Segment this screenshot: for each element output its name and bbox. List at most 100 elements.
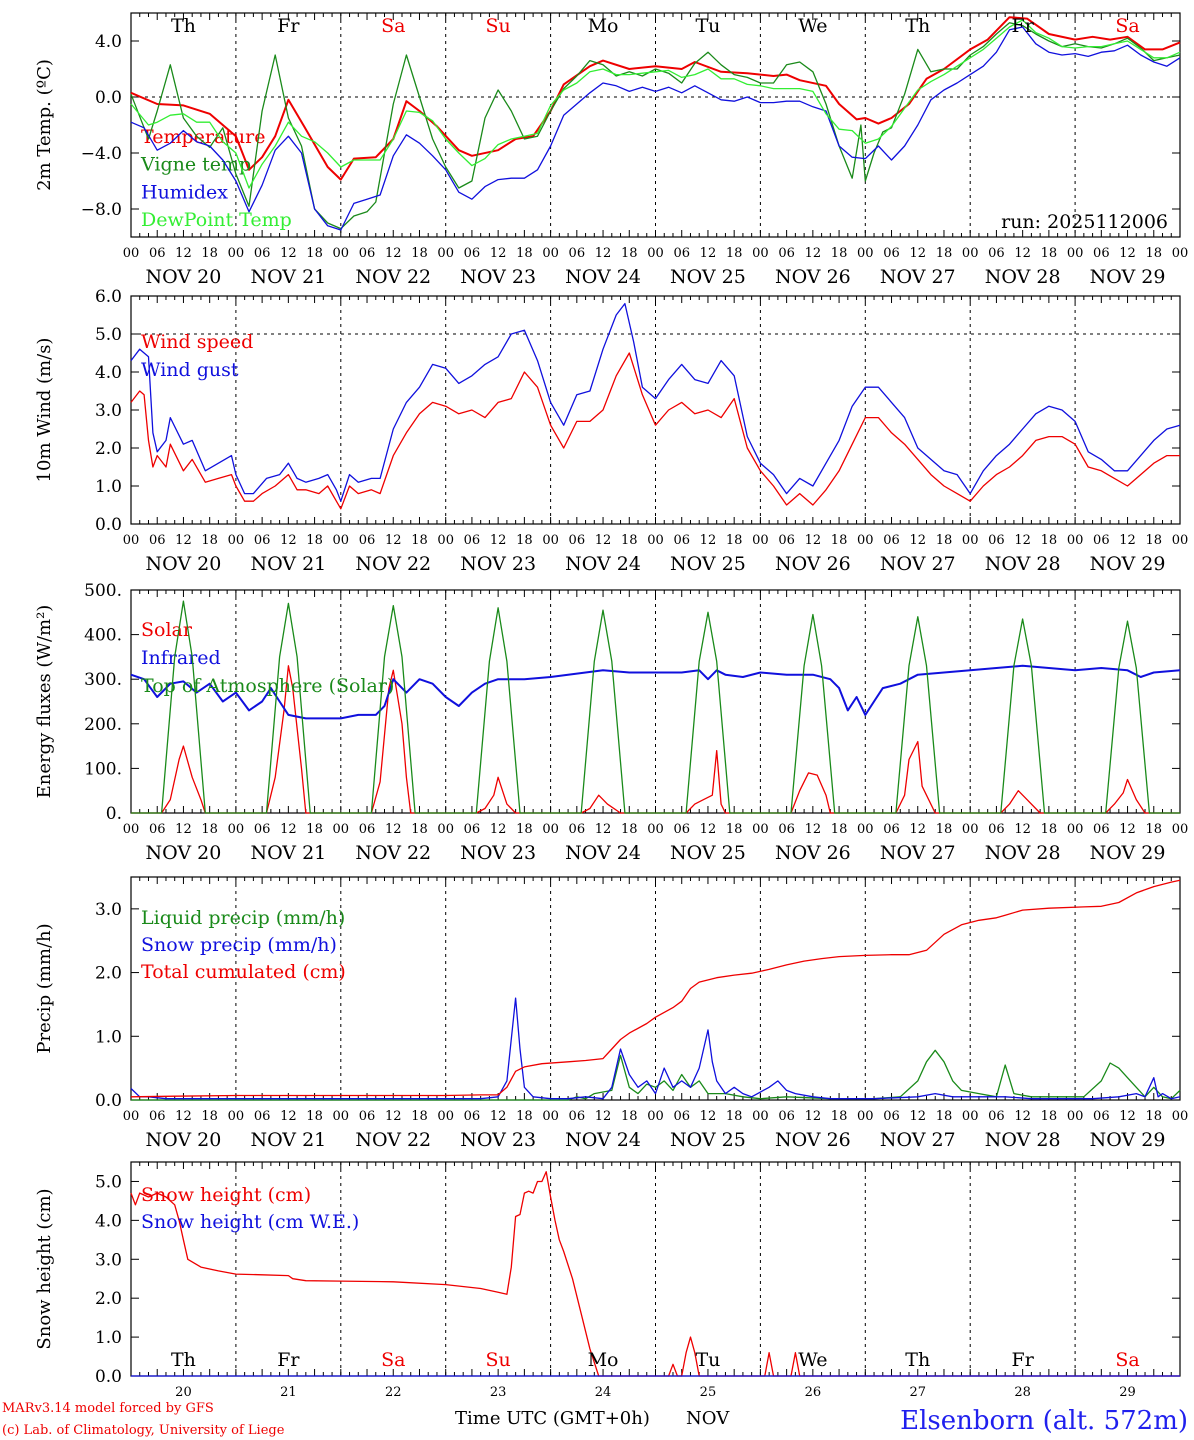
legend-entry: Solar — [141, 619, 193, 641]
hour-tick-label: 12 — [385, 822, 402, 837]
hour-tick-label: 06 — [254, 246, 271, 261]
hour-tick-label: 06 — [673, 246, 690, 261]
hour-tick-label: 06 — [149, 1109, 166, 1124]
hour-tick-label: 00 — [437, 533, 454, 548]
hour-tick-label: 12 — [595, 246, 612, 261]
date-label: NOV 22 — [355, 553, 431, 575]
hour-tick-label: 06 — [149, 822, 166, 837]
hour-tick-label: 06 — [464, 246, 481, 261]
hour-tick-label: 06 — [883, 246, 900, 261]
hour-tick-label: 06 — [149, 246, 166, 261]
hour-tick-label: 06 — [569, 533, 586, 548]
legend-entry: DewPoint Temp — [141, 209, 292, 231]
hour-tick-label: 18 — [306, 533, 323, 548]
date-label: NOV 28 — [985, 266, 1061, 288]
hour-tick-label: 06 — [988, 246, 1005, 261]
hour-tick-label: 12 — [1119, 246, 1136, 261]
date-label: NOV 23 — [460, 842, 536, 864]
hour-tick-label: 00 — [647, 533, 664, 548]
hour-tick-label: 00 — [542, 246, 559, 261]
hour-tick-label: 00 — [123, 533, 140, 548]
hour-tick-label: 12 — [1014, 246, 1031, 261]
hour-tick-label: 18 — [831, 533, 848, 548]
hour-tick-label: 18 — [621, 246, 638, 261]
series-line-temp-3 — [130, 19, 1181, 189]
date-label: NOV 22 — [355, 842, 431, 864]
hour-tick-label: 00 — [123, 1109, 140, 1124]
hour-tick-label: 18 — [516, 822, 533, 837]
weekday-label: Th — [905, 1349, 930, 1371]
hour-tick-label: 12 — [805, 246, 822, 261]
hour-tick-label: 06 — [359, 1109, 376, 1124]
hour-tick-label: 12 — [909, 822, 926, 837]
date-label: NOV 27 — [880, 266, 956, 288]
series-line-flux-2 — [131, 600, 1180, 814]
hour-tick-label: 06 — [883, 822, 900, 837]
day-number-label: 24 — [595, 1385, 612, 1400]
hour-tick-label: 00 — [752, 246, 769, 261]
weekday-label: Mo — [588, 1349, 619, 1371]
weekday-label: Th — [171, 1349, 196, 1371]
hour-tick-label: 12 — [175, 246, 192, 261]
hour-tick-label: 06 — [569, 246, 586, 261]
hour-tick-label: 06 — [254, 533, 271, 548]
y-tick-label: 3.0 — [95, 401, 122, 421]
hour-tick-label: 18 — [201, 1109, 218, 1124]
day-number-label: 25 — [700, 1385, 717, 1400]
y-tick-label: 100. — [84, 759, 122, 779]
date-label: NOV 28 — [985, 1129, 1061, 1151]
legend-entry: Temperature — [141, 126, 265, 148]
y-tick-label: 400. — [84, 626, 122, 646]
date-label: NOV 24 — [565, 842, 641, 864]
hour-tick-label: 18 — [201, 533, 218, 548]
hour-tick-label: 12 — [280, 1109, 297, 1124]
hour-tick-label: 18 — [516, 533, 533, 548]
y-tick-label: 0.0 — [95, 1091, 122, 1111]
hour-tick-label: 18 — [411, 533, 428, 548]
hour-tick-label: 00 — [962, 533, 979, 548]
date-label: NOV 24 — [565, 553, 641, 575]
hour-tick-label: 06 — [673, 533, 690, 548]
y-tick-label: 2.0 — [95, 964, 122, 984]
date-label: NOV 22 — [355, 266, 431, 288]
y-tick-label: 1.0 — [95, 1027, 122, 1047]
date-label: NOV 25 — [670, 553, 746, 575]
day-number-label: 20 — [175, 1385, 192, 1400]
y-tick-label: 4.0 — [95, 1211, 122, 1231]
y-tick-label: 300. — [84, 670, 122, 690]
hour-tick-label: 12 — [909, 533, 926, 548]
panel-flux: 0. 100. 200. 300. 400. 500. Energy fluxes (W/m… — [34, 581, 1188, 864]
y-axis-title: Precip (mm/h) — [34, 923, 55, 1053]
hour-tick-label: 18 — [831, 1109, 848, 1124]
hour-tick-label: 12 — [805, 533, 822, 548]
weekday-label: Th — [171, 15, 196, 37]
hour-tick-label: 12 — [280, 246, 297, 261]
hour-tick-label: 18 — [411, 246, 428, 261]
hour-tick-label: 18 — [1146, 822, 1163, 837]
hour-tick-label: 06 — [569, 822, 586, 837]
hour-tick-label: 06 — [1093, 822, 1110, 837]
hour-tick-label: 00 — [333, 1109, 350, 1124]
date-label: NOV 20 — [146, 266, 222, 288]
hour-tick-label: 18 — [726, 246, 743, 261]
series-line-precip-2 — [130, 879, 1181, 1098]
hour-tick-label: 06 — [988, 533, 1005, 548]
hour-tick-label: 12 — [595, 822, 612, 837]
hour-tick-label: 00 — [647, 246, 664, 261]
hour-tick-label: 12 — [595, 533, 612, 548]
y-tick-label: 5.0 — [95, 325, 122, 345]
y-tick-label: 0.0 — [95, 515, 122, 535]
hour-tick-label: 12 — [1014, 1109, 1031, 1124]
weekday-label: Tu — [695, 15, 720, 37]
hour-tick-label: 12 — [1119, 822, 1136, 837]
hour-tick-label: 12 — [1014, 533, 1031, 548]
date-label: NOV 23 — [460, 553, 536, 575]
hour-tick-label: 12 — [700, 246, 717, 261]
hour-tick-label: 12 — [490, 1109, 507, 1124]
hour-tick-label: 00 — [1172, 533, 1189, 548]
series-line-precip-1 — [130, 997, 1181, 1100]
weekday-label: Sa — [381, 1349, 405, 1371]
series-line-snow-0 — [130, 1171, 1180, 1377]
hour-tick-label: 12 — [490, 533, 507, 548]
